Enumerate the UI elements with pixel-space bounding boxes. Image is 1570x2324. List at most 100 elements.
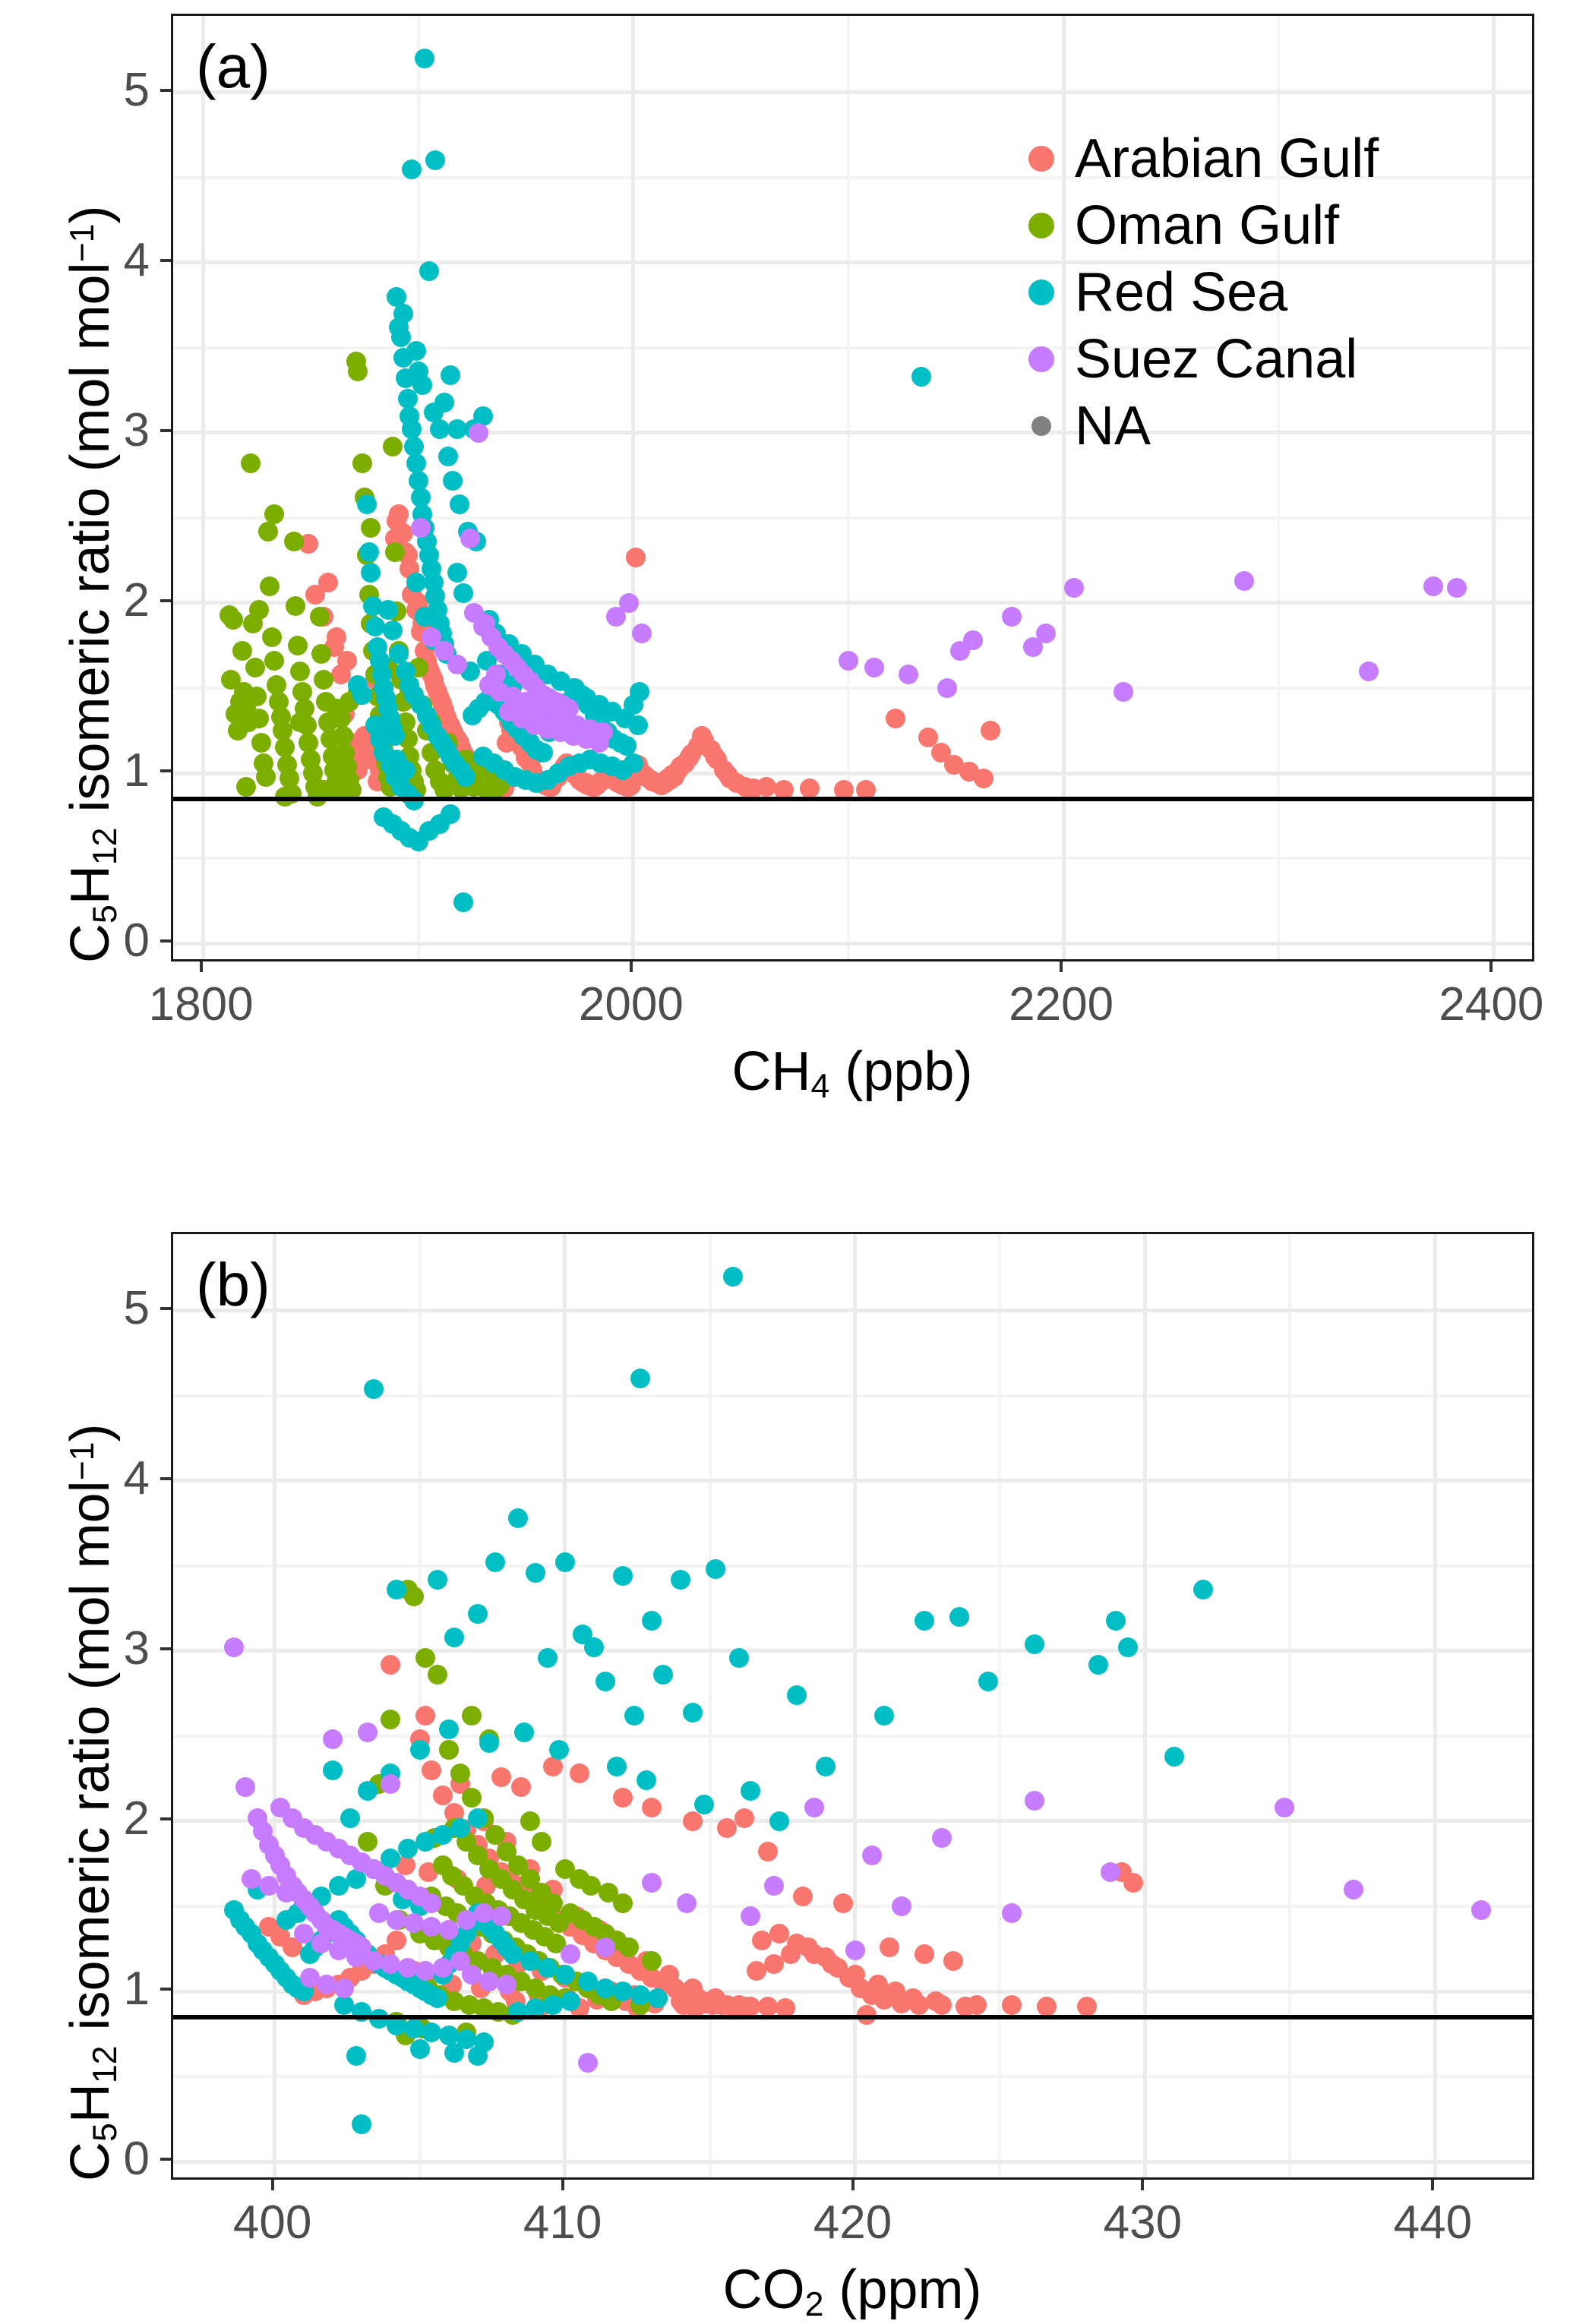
legend-item-na: NA (1022, 396, 1151, 456)
y-tick-label: 3 (123, 403, 150, 456)
data-point (293, 1923, 314, 1944)
data-point (885, 1981, 905, 2002)
data-point (447, 419, 467, 440)
data-point (398, 1957, 419, 1978)
x-tick-label: 420 (813, 2196, 892, 2249)
gridline-major-horizontal (173, 1649, 1532, 1653)
legend-label: Arabian Gulf (1075, 128, 1379, 189)
gridline-major-horizontal (173, 941, 1532, 946)
data-point (468, 1603, 488, 1624)
data-point (693, 1794, 714, 1814)
data-point (1064, 577, 1085, 598)
data-point (511, 1777, 532, 1798)
data-point (472, 406, 493, 426)
data-point (469, 422, 489, 443)
y-tick (160, 939, 171, 943)
data-point (346, 1947, 366, 1968)
y-tick (160, 258, 171, 262)
data-point (1001, 1902, 1022, 1923)
data-point (662, 765, 682, 785)
data-point (763, 1954, 784, 1975)
data-point (378, 599, 399, 620)
data-point (415, 1961, 436, 1981)
data-point (653, 1665, 674, 1685)
x-axis-title: CO2 (ppm) (722, 2259, 982, 2323)
data-point (491, 1767, 511, 1787)
data-point (526, 1562, 546, 1583)
data-point (1025, 1791, 1045, 1811)
legend-marker-dot (1031, 416, 1051, 436)
data-point (619, 592, 640, 613)
data-point (520, 1950, 540, 1971)
gridline-major-horizontal (173, 261, 1532, 265)
data-point (410, 518, 431, 538)
data-point (514, 1722, 535, 1743)
data-point (438, 2026, 459, 2046)
gridline-major-vertical (631, 16, 636, 959)
data-point (1077, 1997, 1098, 2017)
data-point (485, 665, 506, 685)
data-point (259, 1916, 280, 1937)
gridline-minor-horizontal (173, 1905, 1532, 1909)
data-point (421, 2022, 441, 2042)
data-point (352, 684, 373, 705)
data-point (703, 1994, 723, 2015)
data-point (580, 1876, 601, 1896)
legend-marker-dot (1028, 146, 1054, 172)
series-suez-canal (173, 1234, 1532, 2177)
data-point (406, 341, 426, 362)
data-point (430, 419, 450, 440)
data-point (595, 1978, 616, 1998)
gridline-minor-horizontal (173, 1734, 1532, 1738)
gridline-minor-horizontal (173, 2075, 1532, 2079)
data-point (734, 1997, 755, 2017)
data-point (1036, 624, 1057, 644)
gridline-major-vertical (273, 1234, 277, 2177)
gridline-minor-horizontal (173, 516, 1532, 519)
data-point (647, 1988, 668, 2009)
y-tick (160, 1476, 171, 1480)
data-point (387, 286, 407, 307)
data-point (607, 1757, 627, 1777)
data-point (333, 725, 353, 746)
data-point (449, 494, 469, 515)
data-point (915, 1944, 935, 1964)
data-point (456, 1909, 476, 1930)
y-tick (160, 1306, 171, 1310)
data-point (224, 1637, 245, 1658)
data-point (502, 1944, 523, 1964)
data-point (479, 1732, 500, 1753)
data-point (630, 1369, 650, 1389)
data-point (441, 365, 461, 385)
legend-item-red-sea: Red Sea (1022, 262, 1287, 323)
data-point (1106, 1610, 1126, 1631)
data-point (382, 436, 403, 456)
data-point (624, 1706, 645, 1726)
legend-label: Suez Canal (1075, 329, 1358, 390)
data-point (1447, 577, 1467, 598)
data-point (932, 1828, 952, 1849)
data-points (173, 1234, 1532, 2177)
data-point (283, 532, 304, 552)
y-axis-title: C5H12 isomeric ratio (mol mol−1) (60, 205, 124, 963)
data-point (757, 776, 777, 797)
data-point (468, 2046, 488, 2067)
data-point (926, 1991, 946, 2012)
data-point (262, 627, 283, 647)
data-point (472, 617, 493, 637)
data-point (862, 1845, 883, 1865)
data-point (425, 150, 446, 171)
x-tick-label: 410 (523, 2196, 602, 2249)
data-point (804, 1798, 825, 1818)
data-point (1423, 576, 1444, 596)
data-point (264, 651, 285, 671)
data-point (361, 562, 381, 583)
data-point (384, 542, 405, 562)
data-point (537, 1957, 558, 1978)
data-point (348, 362, 368, 382)
data-point (427, 1988, 447, 2009)
data-point (323, 1729, 343, 1750)
gridline-major-horizontal (173, 1309, 1532, 1313)
data-point (299, 1968, 320, 1988)
data-point (447, 562, 467, 583)
